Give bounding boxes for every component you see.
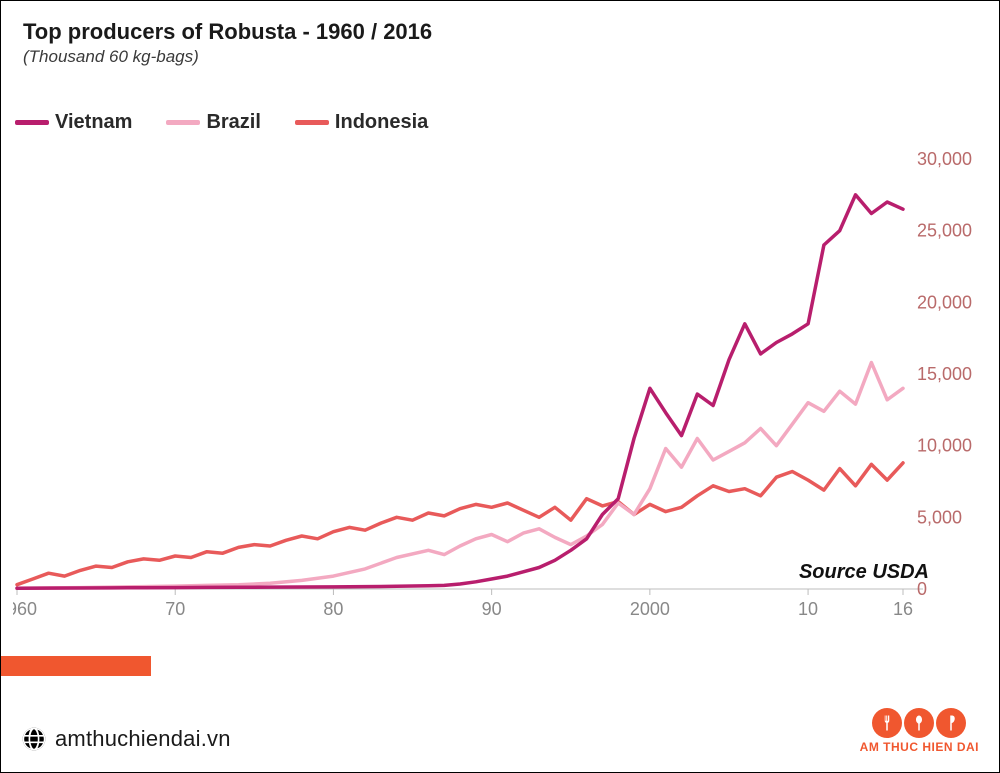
brand-fork-icon [872, 708, 902, 738]
legend-label: Brazil [206, 111, 260, 134]
series-line-vietnam [17, 195, 903, 589]
chart-title: Top producers of Robusta - 1960 / 2016 [23, 19, 432, 45]
y-tick-label: 5,000 [917, 507, 962, 527]
series-line-indonesia [17, 463, 903, 585]
brand-spoon-icon [904, 708, 934, 738]
x-tick-label: 70 [165, 599, 185, 619]
legend-swatch [15, 120, 49, 125]
y-tick-label: 20,000 [917, 292, 972, 312]
brand-text: AM THUC HIEN DAI [860, 740, 979, 754]
x-tick-label: 80 [323, 599, 343, 619]
x-tick-label: 1960 [13, 599, 37, 619]
y-tick-label: 10,000 [917, 436, 972, 456]
accent-bar [1, 656, 151, 676]
brand-logo: AM THUC HIEN DAI [860, 708, 979, 754]
brand-knife-icon [936, 708, 966, 738]
legend-label: Indonesia [335, 111, 428, 134]
legend-item-vietnam: Vietnam [15, 111, 132, 134]
x-tick-label: 16 [893, 599, 913, 619]
series-line-brazil [17, 363, 903, 589]
y-tick-label: 25,000 [917, 221, 972, 241]
chart-container: Top producers of Robusta - 1960 / 2016 (… [0, 0, 1000, 773]
y-tick-label: 15,000 [917, 364, 972, 384]
chart-plot-area: 05,00010,00015,00020,00025,00030,0001960… [13, 151, 973, 621]
legend-item-indonesia: Indonesia [295, 111, 428, 134]
y-tick-label: 30,000 [917, 151, 972, 169]
legend-label: Vietnam [55, 111, 132, 134]
legend-item-brazil: Brazil [166, 111, 260, 134]
footer: amthuchiendai.vn [21, 726, 231, 752]
x-tick-label: 2000 [630, 599, 670, 619]
chart-subtitle: (Thousand 60 kg-bags) [23, 47, 199, 67]
legend-swatch [166, 120, 200, 125]
legend-swatch [295, 120, 329, 125]
chart-legend: Vietnam Brazil Indonesia [15, 111, 428, 134]
brand-icons [860, 708, 979, 738]
chart-svg: 05,00010,00015,00020,00025,00030,0001960… [13, 151, 973, 621]
x-tick-label: 10 [798, 599, 818, 619]
x-tick-label: 90 [482, 599, 502, 619]
globe-icon [21, 726, 47, 752]
chart-source: Source USDA [799, 561, 929, 584]
footer-url: amthuchiendai.vn [55, 726, 231, 752]
